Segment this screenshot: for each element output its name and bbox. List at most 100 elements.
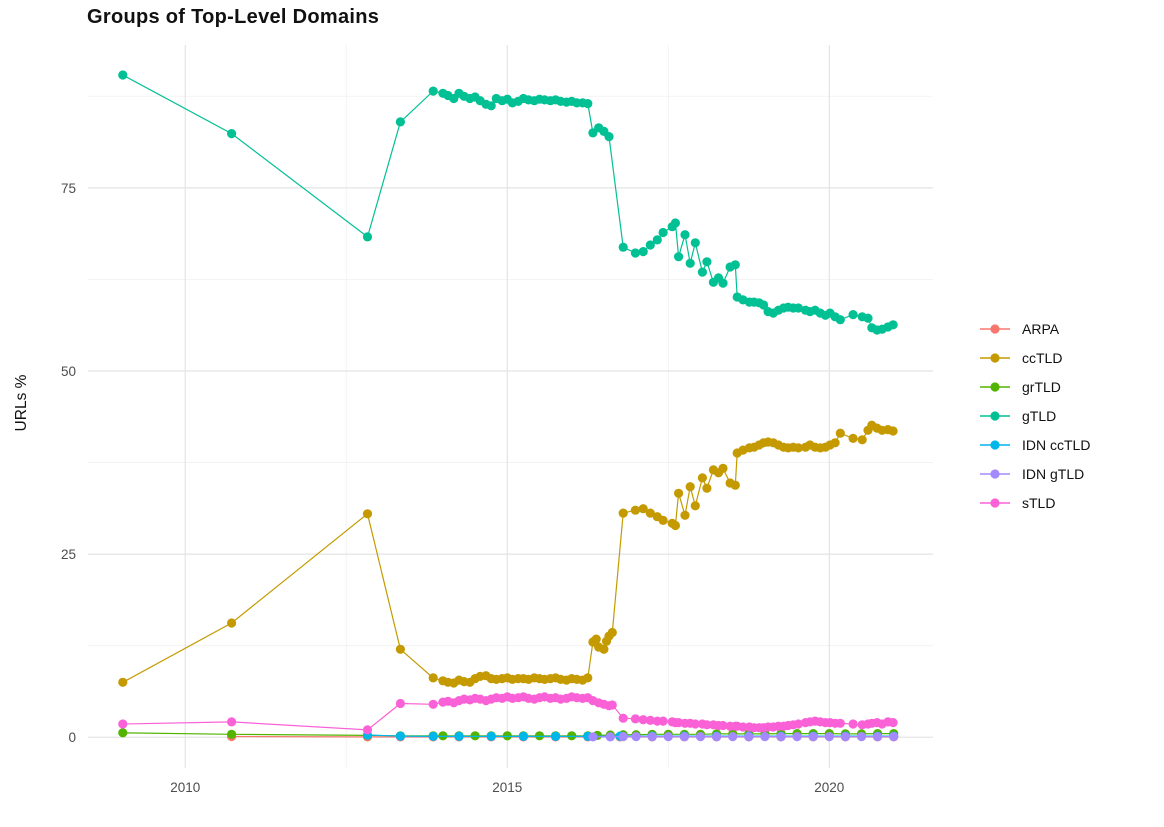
data-point [718,463,728,473]
data-point [718,720,728,731]
legend-label: IDN ccTLD [1022,437,1091,453]
data-point [518,731,529,742]
data-point [685,482,695,492]
data-point [670,520,681,531]
data-point [428,673,438,683]
data-point [227,729,237,739]
data-point [793,443,804,453]
data-point [738,722,748,732]
legend-item-IDN-gTLD: IDN gTLD [978,464,1090,484]
series-gTLD [118,70,898,335]
data-point [658,227,668,238]
legend-key-icon [980,498,1010,508]
data-point [830,438,840,448]
data-point [835,315,845,325]
data-point [486,731,496,742]
data-point [856,732,867,742]
data-point [702,257,712,267]
data-point [674,488,684,498]
data-point [645,715,655,726]
data-point [362,509,373,519]
data-point [395,644,405,654]
data-point [835,428,845,438]
data-point [685,258,695,268]
data-point [759,300,769,310]
legend-item-IDN-ccTLD: IDN ccTLD [978,435,1090,455]
data-point [630,505,641,515]
series-IDN-gTLD [588,732,899,742]
data-point [583,99,593,109]
data-point [395,117,405,127]
legend-key-icon [980,440,1010,450]
data-point [454,731,464,742]
data-point [808,732,818,742]
data-point [428,86,438,96]
legend-item-ccTLD: ccTLD [978,348,1090,368]
data-point [591,634,601,644]
data-point [118,719,128,729]
data-point [607,627,617,638]
data-point [227,717,237,727]
y-tick-label: 0 [68,730,76,745]
data-point [604,132,614,142]
data-point [645,508,655,518]
data-point [760,732,770,742]
data-point [848,433,858,443]
data-point [118,677,128,687]
data-point [395,731,405,741]
data-point [697,473,708,483]
data-point [690,719,700,729]
data-point [618,508,628,518]
legend-label: sTLD [1022,495,1056,511]
data-point [712,732,722,742]
data-point [730,260,740,270]
data-point [718,278,728,288]
x-tick-label: 2010 [170,780,200,795]
legend-label: ARPA [1022,321,1060,337]
data-point [428,699,438,709]
data-point [680,510,690,520]
data-point [730,480,740,490]
legend-item-ARPA: ARPA [978,319,1090,339]
data-point [618,732,628,742]
data-point [486,101,496,111]
data-point [690,501,700,511]
data-point [744,732,754,742]
data-point [588,732,598,742]
data-point [857,435,867,445]
axis-tick-labels: 0 25 50 75 2010 2015 2020 [61,181,844,795]
data-point [395,698,405,709]
data-point [638,504,648,514]
data-point [638,715,648,725]
data-point [702,483,712,493]
legend-label: grTLD [1022,379,1061,395]
legend-item-sTLD: sTLD [978,493,1090,513]
legend-label: ccTLD [1022,350,1063,366]
data-point [583,673,593,683]
x-tick-label: 2015 [492,780,522,795]
data-point [873,732,883,742]
data-point [618,713,628,723]
data-point [835,718,845,728]
legend-key-icon [980,411,1010,421]
data-point [728,732,738,742]
data-point [227,129,237,139]
data-point [631,732,641,742]
data-point [776,732,786,742]
x-tick-label: 2020 [814,780,844,795]
data-point [630,248,641,258]
data-point [645,240,655,250]
data-point [888,320,898,330]
gridlines [88,45,933,768]
data-point [670,218,681,228]
data-point [652,235,662,245]
series-line [122,74,894,331]
data-point [227,618,237,628]
chart-title: Groups of Top-Level Domains [87,6,380,28]
data-point [793,303,804,313]
data-point [889,732,899,742]
data-point [618,242,628,252]
data-point [679,732,690,742]
